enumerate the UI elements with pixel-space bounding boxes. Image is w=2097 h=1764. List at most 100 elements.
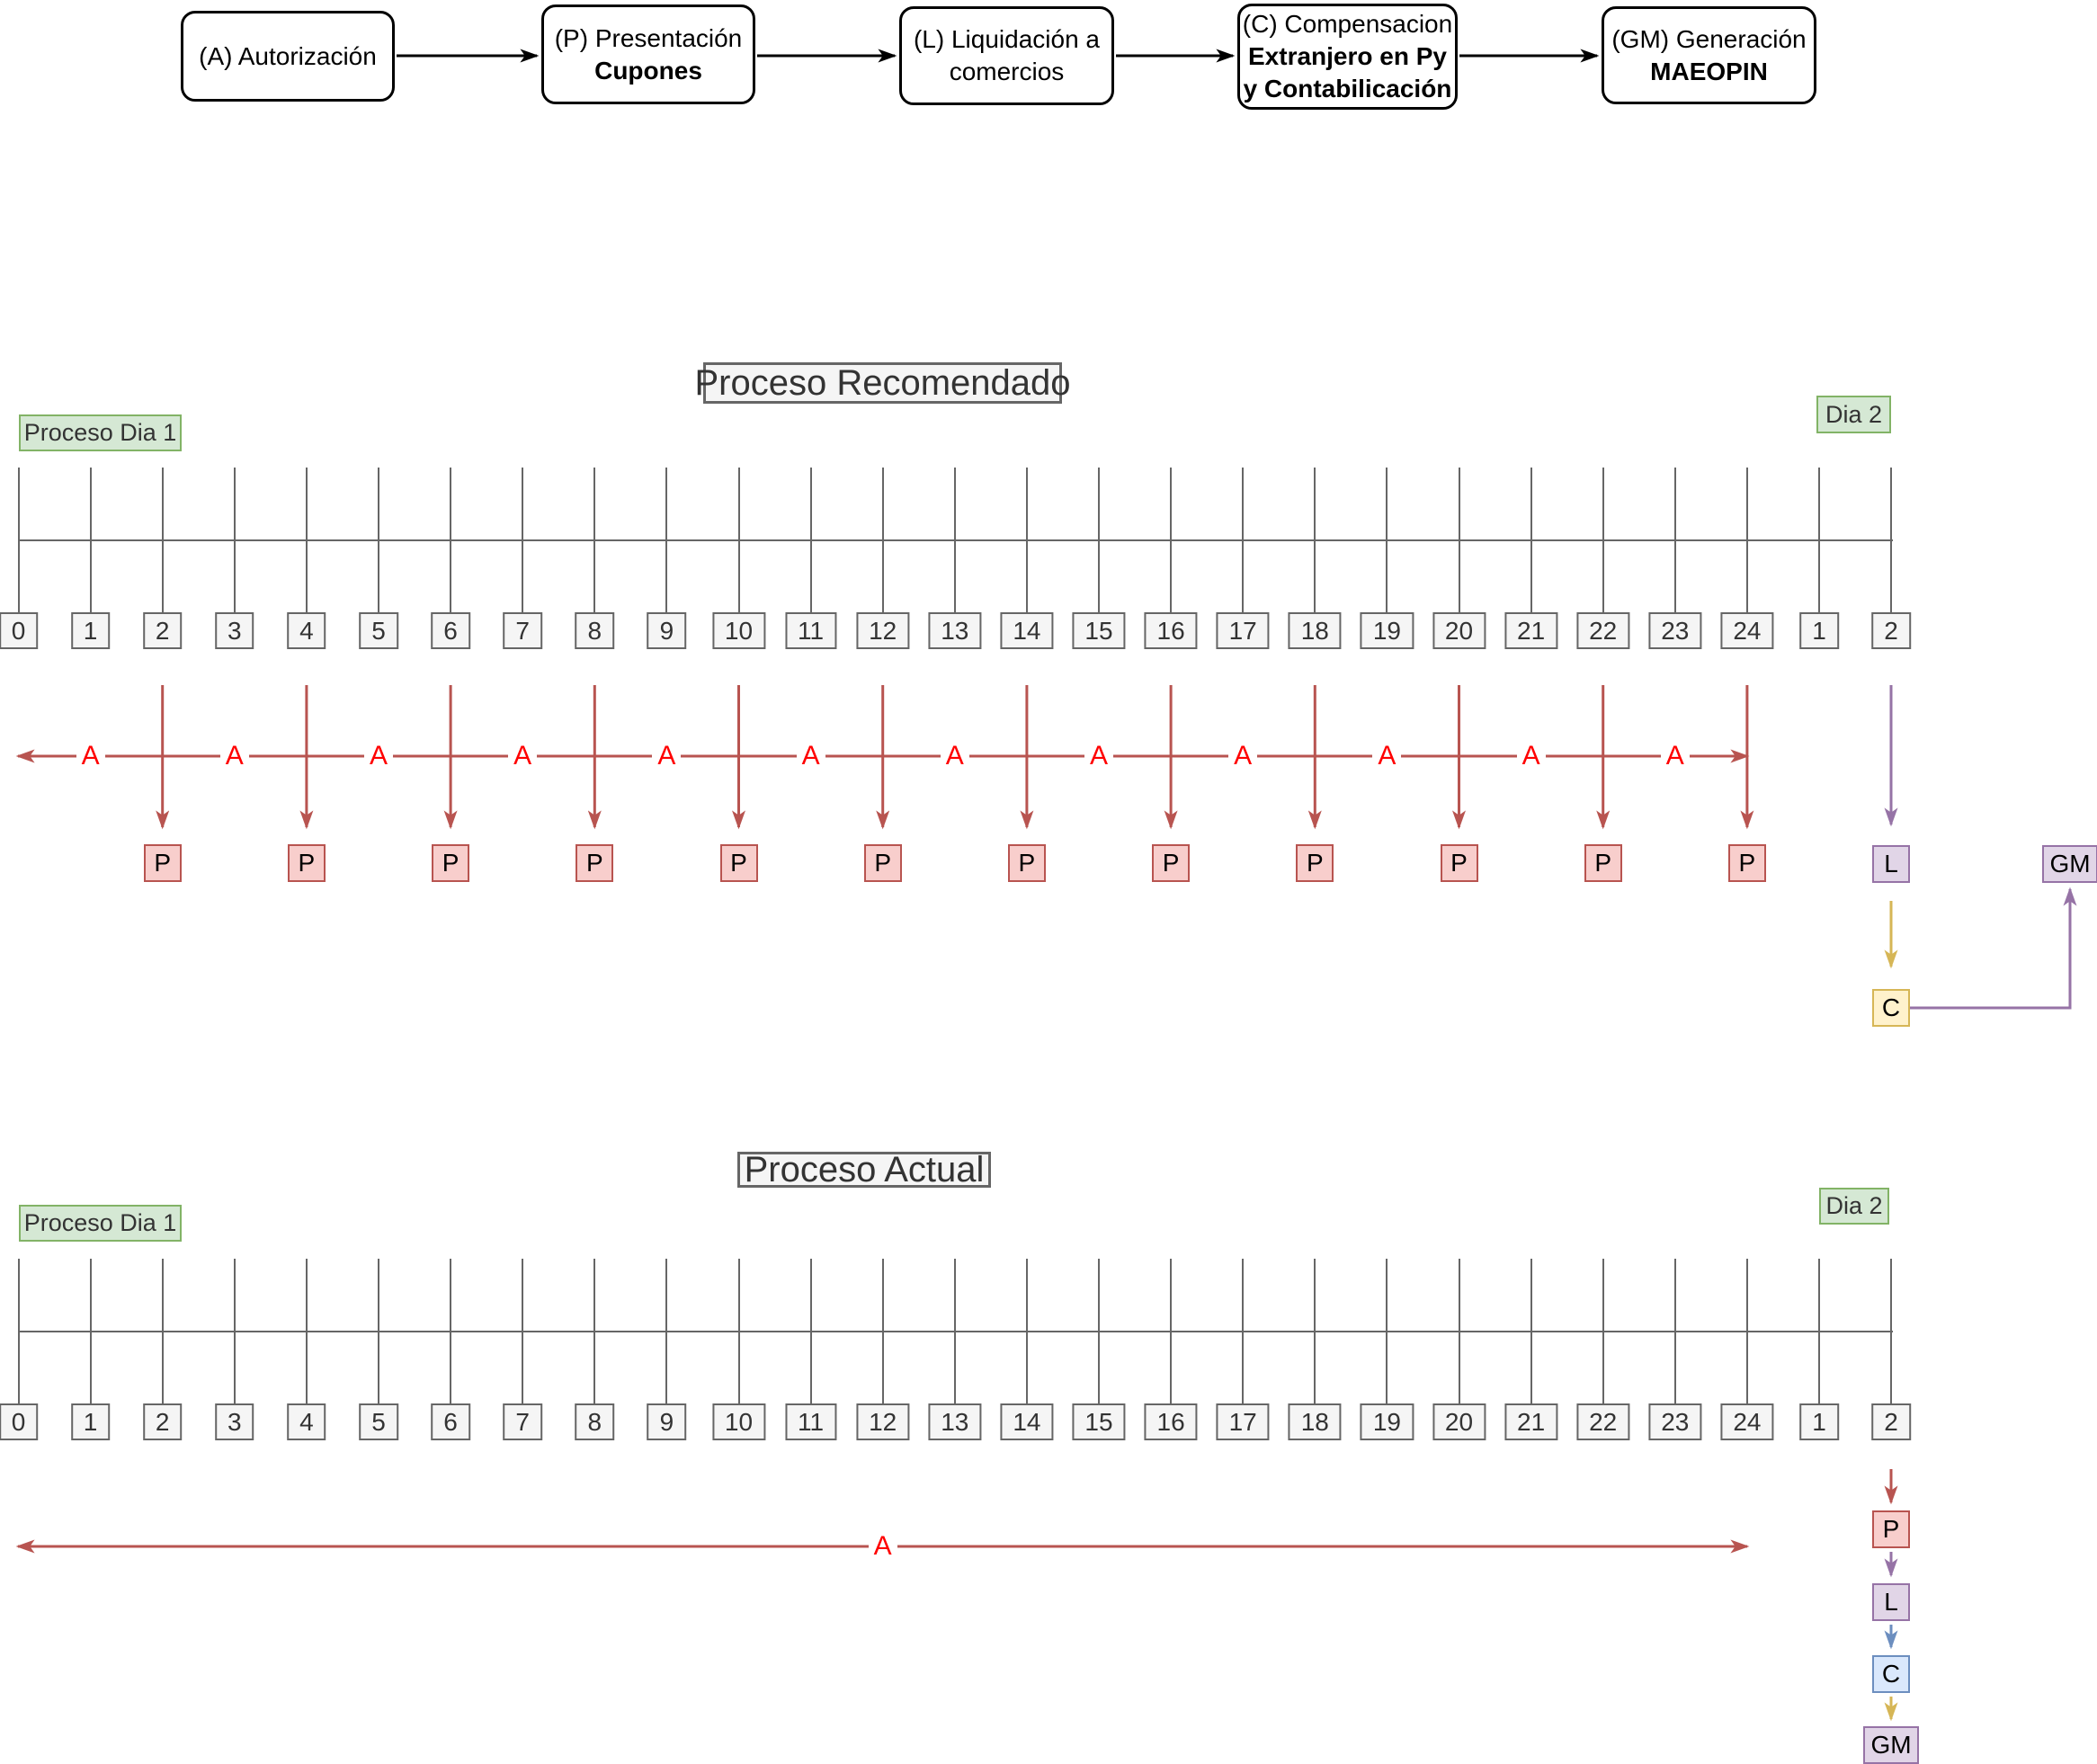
- actual-day1-label: Proceso Dia 1: [19, 1205, 182, 1242]
- actual-hour-label: 10: [711, 1403, 766, 1440]
- recommended-presentation-box: P: [1727, 844, 1766, 882]
- recommended-compensation-box: C: [1872, 989, 1910, 1027]
- recommended-authorization-label: A: [1516, 741, 1546, 771]
- recommended-hour-label: 21: [1504, 612, 1558, 649]
- recommended-presentation-box: P: [143, 844, 182, 882]
- recommended-generation-box: GM: [2042, 845, 2097, 883]
- actual-hour-label: 1: [70, 1403, 111, 1440]
- recommended-hour-label: 18: [1288, 612, 1342, 649]
- recommended-authorization-label: A: [508, 741, 538, 771]
- recommended-authorization-label: A: [1372, 741, 1402, 771]
- recommended-authorization-label: A: [796, 741, 825, 771]
- recommended-hour-label: 11: [785, 612, 837, 649]
- recommended-hour-label: 13: [928, 612, 982, 649]
- recommended-day1-label: Proceso Dia 1: [19, 414, 182, 451]
- recommended-hour-label: 4: [287, 612, 326, 649]
- recommended-authorization-label: A: [76, 741, 105, 771]
- recommended-authorization-label: A: [219, 741, 249, 771]
- recommended-presentation-box: P: [432, 844, 470, 882]
- actual-hour-label: 14: [1000, 1403, 1054, 1440]
- actual-authorization-label: A: [868, 1531, 897, 1562]
- recommended-day2-label: Dia 2: [1816, 396, 1891, 433]
- actual-section-title: Proceso Actual: [737, 1150, 991, 1189]
- recommended-authorization-label: A: [652, 741, 682, 771]
- recommended-authorization-label: A: [1228, 741, 1258, 771]
- flow-box-compensacion-line1: (C) Compensacion: [1242, 10, 1453, 38]
- flow-box-compensacion: (C) Compensacion Extranjero en Py y Cont…: [1237, 4, 1458, 110]
- flow-box-compensacion-line2: Extranjero en Py: [1248, 42, 1447, 70]
- recommended-hour-label: 1: [1799, 612, 1839, 649]
- actual-hour-label: 16: [1144, 1403, 1198, 1440]
- recommended-hour-label: 12: [856, 612, 910, 649]
- actual-hour-label: 8: [575, 1403, 615, 1440]
- recommended-presentation-box: P: [1584, 844, 1622, 882]
- recommended-presentation-box: P: [576, 844, 614, 882]
- actual-liquidation-box: L: [1872, 1583, 1910, 1621]
- actual-hour-label: 4: [287, 1403, 326, 1440]
- actual-hour-label: 7: [503, 1403, 542, 1440]
- recommended-hour-label: 10: [711, 612, 766, 649]
- actual-hour-label: 5: [359, 1403, 398, 1440]
- recommended-authorization-label: A: [940, 741, 969, 771]
- flow-box-liquidacion: (L) Liquidación a comercios: [899, 6, 1114, 105]
- recommended-section-title: Proceso Recomendado: [694, 362, 1071, 404]
- actual-hour-label: 6: [431, 1403, 470, 1440]
- actual-generation-box: GM: [1863, 1726, 1919, 1764]
- recommended-presentation-box: P: [719, 844, 758, 882]
- flow-box-liquidacion-line1: (L) Liquidación a: [913, 25, 1101, 53]
- recommended-liquidation-box: L: [1872, 845, 1910, 883]
- recommended-hour-label: 19: [1360, 612, 1414, 649]
- actual-hour-label: 2: [142, 1403, 183, 1440]
- flow-box-presentacion-line1: (P) Presentación: [554, 23, 743, 52]
- actual-hour-label: 21: [1504, 1403, 1558, 1440]
- actual-hour-label: 13: [928, 1403, 982, 1440]
- recommended-presentation-box: P: [863, 844, 902, 882]
- recommended-presentation-box: P: [1296, 844, 1334, 882]
- recommended-hour-label: 17: [1216, 612, 1270, 649]
- recommended-presentation-box: P: [1152, 844, 1191, 882]
- actual-hour-label: 2: [1871, 1403, 1911, 1440]
- recommended-hour-label: 15: [1072, 612, 1126, 649]
- recommended-hour-label: 5: [359, 612, 398, 649]
- actual-day2-label: Dia 2: [1819, 1188, 1889, 1225]
- actual-presentation-box: P: [1872, 1510, 1910, 1548]
- actual-ruler-line: [18, 1331, 1894, 1332]
- actual-hour-label: 3: [215, 1403, 254, 1440]
- actual-hour-label: 17: [1216, 1403, 1270, 1440]
- recommended-hour-label: 0: [0, 612, 39, 649]
- flow-box-generacion-line2: MAEOPIN: [1650, 57, 1768, 85]
- recommended-hour-label: 23: [1648, 612, 1702, 649]
- recommended-generation-elbow-arrow: [1910, 886, 2077, 1010]
- flow-box-generacion-line1: (GM) Generación: [1611, 24, 1807, 53]
- recommended-hour-label: 2: [142, 612, 183, 649]
- recommended-authorization-label: A: [363, 741, 394, 771]
- actual-hour-label: 19: [1360, 1403, 1414, 1440]
- recommended-authorization-label: A: [1660, 741, 1690, 771]
- actual-hour-label: 1: [1799, 1403, 1839, 1440]
- flow-box-presentacion-line2: Cupones: [594, 56, 702, 85]
- actual-hour-label: 22: [1576, 1403, 1630, 1440]
- recommended-presentation-box: P: [1440, 844, 1478, 882]
- recommended-presentation-box: P: [287, 844, 326, 882]
- recommended-hour-label: 8: [575, 612, 615, 649]
- actual-hour-label: 24: [1720, 1403, 1774, 1440]
- actual-hour-label: 20: [1432, 1403, 1486, 1440]
- recommended-presentation-box: P: [1007, 844, 1046, 882]
- flow-box-generacion-maeopin: (GM) Generación MAEOPIN: [1602, 6, 1816, 104]
- recommended-authorization-label: A: [1084, 741, 1114, 771]
- flow-box-liquidacion-line2: comercios: [949, 58, 1065, 85]
- recommended-hour-label: 6: [431, 612, 470, 649]
- actual-hour-label: 12: [856, 1403, 910, 1440]
- recommended-hour-label: 20: [1432, 612, 1486, 649]
- recommended-hour-label: 9: [647, 612, 687, 649]
- recommended-ruler-line: [18, 539, 1894, 541]
- recommended-hour-label: 3: [215, 612, 254, 649]
- actual-hour-label: 0: [0, 1403, 39, 1440]
- flow-box-compensacion-line3: y Contabilicación: [1243, 75, 1452, 102]
- flow-box-autorizacion-line1: (A) Autorización: [199, 41, 377, 70]
- recommended-hour-label: 7: [503, 612, 542, 649]
- flow-box-autorizacion: (A) Autorización: [181, 11, 395, 102]
- flow-box-presentacion: (P) Presentación Cupones: [541, 4, 755, 104]
